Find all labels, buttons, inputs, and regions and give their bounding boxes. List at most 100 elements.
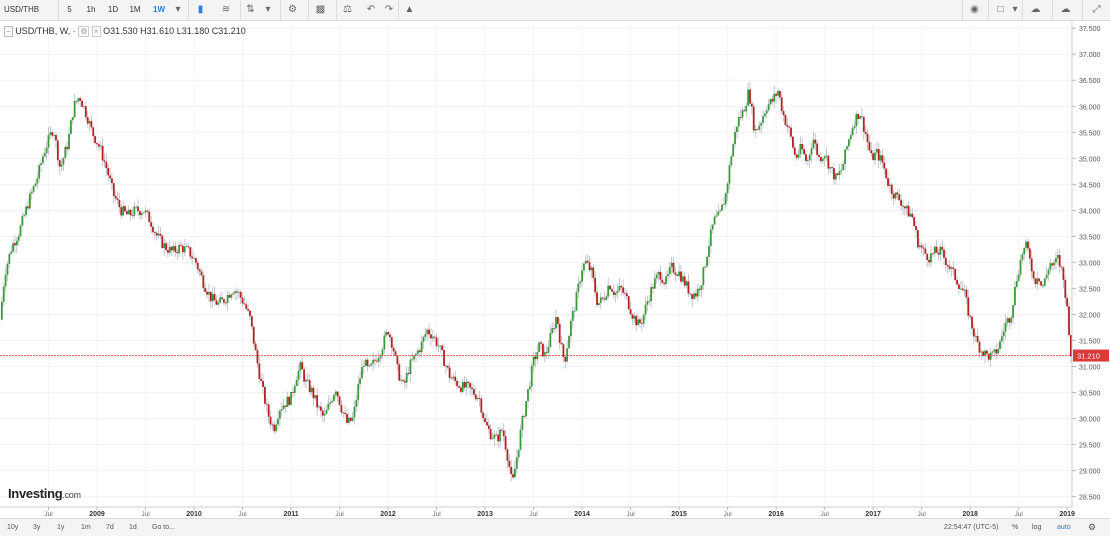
symbol-selector[interactable]: USD/THB — [4, 5, 40, 14]
x-tick-label: 2017 — [865, 511, 881, 518]
candle-body — [685, 281, 688, 286]
candle-body — [96, 143, 98, 145]
last-price-label: 31.210 — [1077, 352, 1100, 361]
camera-icon[interactable]: ◉ — [962, 0, 986, 20]
period-1m[interactable]: 1M — [129, 5, 141, 14]
range-1m[interactable]: 1m — [81, 524, 91, 531]
candle-body — [269, 416, 272, 425]
x-tick-label: 2013 — [477, 511, 493, 518]
period-1h[interactable]: 1h — [86, 5, 96, 14]
indicators-icon[interactable]: ≋ — [221, 4, 231, 15]
candle-body — [1036, 278, 1039, 285]
candle-body — [793, 147, 796, 155]
x-tick-label: Jul — [238, 511, 247, 518]
auto-toggle[interactable]: auto — [1057, 524, 1071, 531]
range-1d[interactable]: 1d — [129, 524, 137, 531]
cloud-load-icon[interactable]: ☁ — [1052, 0, 1078, 20]
candle-body — [342, 412, 345, 414]
candle-body — [528, 386, 531, 390]
candle-body — [165, 243, 167, 251]
candle-body — [448, 367, 451, 378]
candle-body — [756, 129, 759, 130]
candles-icon[interactable]: ▮ — [188, 0, 212, 20]
legend-close-icon[interactable]: × — [91, 26, 101, 37]
candle-body — [937, 252, 940, 255]
chart-area[interactable]: 28.500 29.000 29.500 30.000 30.500 31.000 31.5… — [0, 21, 1110, 518]
candle-body — [433, 336, 436, 338]
x-tick-label: Jul — [335, 511, 344, 518]
legend-settings-icon[interactable]: ⚙ — [78, 26, 90, 37]
range-10y[interactable]: 10y — [7, 524, 19, 531]
candle-body — [258, 363, 261, 379]
candle-body — [834, 173, 837, 180]
compare-dropdown-icon[interactable]: ▾ — [265, 4, 271, 15]
layout-icon[interactable]: □ — [988, 0, 1012, 20]
candle-body — [55, 134, 57, 141]
candle-body — [293, 386, 296, 393]
candle-body — [911, 213, 914, 218]
candle-body — [19, 225, 22, 237]
x-tick-label: 2010 — [186, 511, 202, 518]
candle-body — [935, 246, 938, 253]
candle-body — [978, 341, 981, 353]
settings-icon[interactable]: ⚙ — [280, 0, 304, 20]
candle-body — [745, 105, 748, 112]
range-3y[interactable]: 3y — [33, 524, 41, 531]
candle-body — [499, 429, 501, 442]
y-tick-label: 35.500 — [1079, 130, 1101, 137]
candle-body — [1021, 254, 1024, 260]
candle-body — [889, 184, 891, 186]
candle-body — [633, 315, 636, 319]
candle-body — [700, 285, 703, 290]
redo-icon[interactable]: ↷ — [384, 4, 394, 15]
scale-settings-icon[interactable]: ⚙ — [1088, 522, 1097, 532]
layout-dropdown-icon[interactable]: ▾ — [1012, 4, 1018, 15]
range-1y[interactable]: 1y — [57, 524, 65, 531]
candle-body — [920, 245, 923, 248]
log-toggle[interactable]: log — [1032, 524, 1042, 531]
candle-body — [64, 146, 67, 159]
candle-body — [385, 332, 388, 336]
cloud-save-icon[interactable]: ☁ — [1022, 0, 1048, 20]
candle-body — [250, 316, 253, 327]
candle-body — [84, 106, 87, 118]
candle-body — [493, 434, 496, 439]
candle-body — [862, 116, 865, 132]
studies-icon[interactable]: ▩ — [308, 0, 332, 20]
scale-icon[interactable]: ⚖ — [336, 0, 358, 20]
candle-body — [155, 232, 158, 236]
candle-body — [963, 289, 966, 291]
collapse-legend-icon[interactable]: − — [4, 26, 13, 37]
x-tick-label: Jul — [1014, 511, 1023, 518]
percent-toggle[interactable]: % — [1012, 524, 1019, 531]
candle-body — [435, 337, 438, 346]
price-chart[interactable]: 28.500 29.000 29.500 30.000 30.500 31.000 31.5… — [0, 21, 1110, 518]
candle-body — [437, 345, 440, 347]
candle-body — [545, 352, 548, 353]
period-1d[interactable]: 1D — [107, 5, 119, 14]
period-dropdown-icon[interactable]: ▾ — [175, 4, 181, 15]
candle-body — [864, 131, 867, 134]
candle-body — [637, 319, 639, 326]
candle-body — [366, 359, 369, 367]
fullscreen-icon[interactable]: ⤢ — [1082, 0, 1110, 20]
candle-body — [903, 206, 906, 209]
period-5[interactable]: 5 — [58, 0, 80, 20]
candle-body — [635, 315, 638, 326]
candle-body — [592, 267, 595, 278]
alert-icon[interactable]: ▲ — [398, 0, 420, 20]
compare-icon[interactable]: ⇅ — [240, 0, 260, 20]
x-tick-label: 2016 — [768, 511, 784, 518]
candle-body — [653, 278, 656, 289]
candle-body — [829, 167, 832, 169]
goto-button[interactable]: Go to... — [152, 524, 175, 531]
undo-icon[interactable]: ↶ — [366, 4, 376, 15]
period-1w[interactable]: 1W — [153, 5, 165, 14]
candle-body — [974, 335, 977, 337]
candle-body — [995, 349, 998, 354]
candle-body — [12, 243, 14, 252]
candle-body — [603, 298, 606, 300]
range-7d[interactable]: 7d — [106, 524, 114, 531]
candle-body — [607, 285, 610, 297]
candle-body — [351, 417, 354, 421]
